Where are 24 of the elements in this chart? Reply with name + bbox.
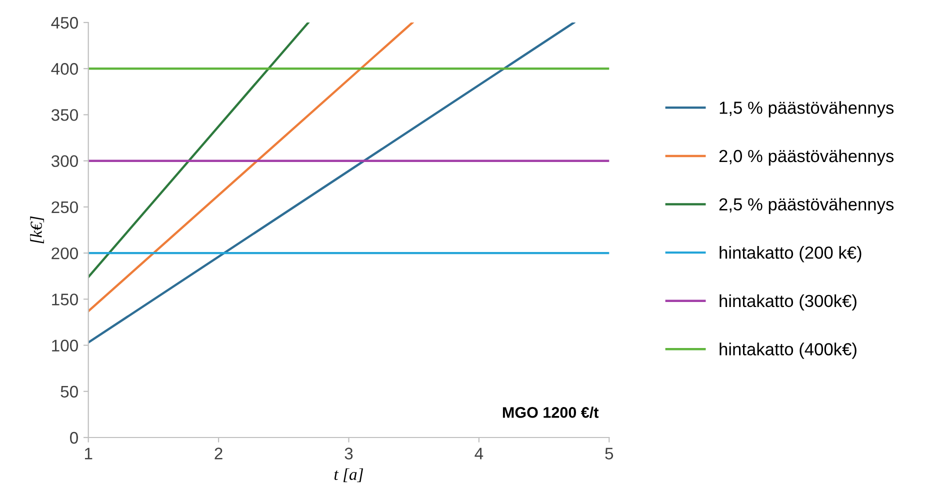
y-tick-label: 450 xyxy=(51,16,78,29)
y-tick-label: 250 xyxy=(52,201,78,214)
y-axis-title: [k€] xyxy=(30,216,44,244)
legend-label: 2,5 % päästövähennys xyxy=(719,198,894,214)
legend-label: hintakatto (300k€) xyxy=(720,294,856,311)
x-axis-title: t [a] xyxy=(334,468,364,482)
y-tick-label: 0 xyxy=(70,432,78,444)
y-tick-label: 350 xyxy=(51,109,78,121)
y-tick-label: 50 xyxy=(60,386,78,398)
y-tick-label: 200 xyxy=(52,247,78,260)
x-tick-label: 1 xyxy=(84,448,92,460)
y-tick-label: 150 xyxy=(52,294,78,306)
y-tick-label: 300 xyxy=(51,155,78,168)
y-tick-label: 100 xyxy=(52,340,78,352)
x-tick-label: 3 xyxy=(344,448,353,460)
x-tick-label: 2 xyxy=(214,448,222,460)
x-tick-label: 4 xyxy=(474,448,484,460)
annotation: MGO 1200 €/t xyxy=(502,406,599,418)
x-tick-label: 5 xyxy=(605,448,614,460)
legend-label: 1,5 % päästövähennys xyxy=(720,101,894,118)
legend-label: 2,0 % päästövähennys xyxy=(719,149,894,166)
legend-label: hintakatto (200 k€) xyxy=(720,246,862,262)
legend-label: hintakatto (400k€) xyxy=(720,342,856,359)
y-tick-label: 400 xyxy=(51,63,78,75)
